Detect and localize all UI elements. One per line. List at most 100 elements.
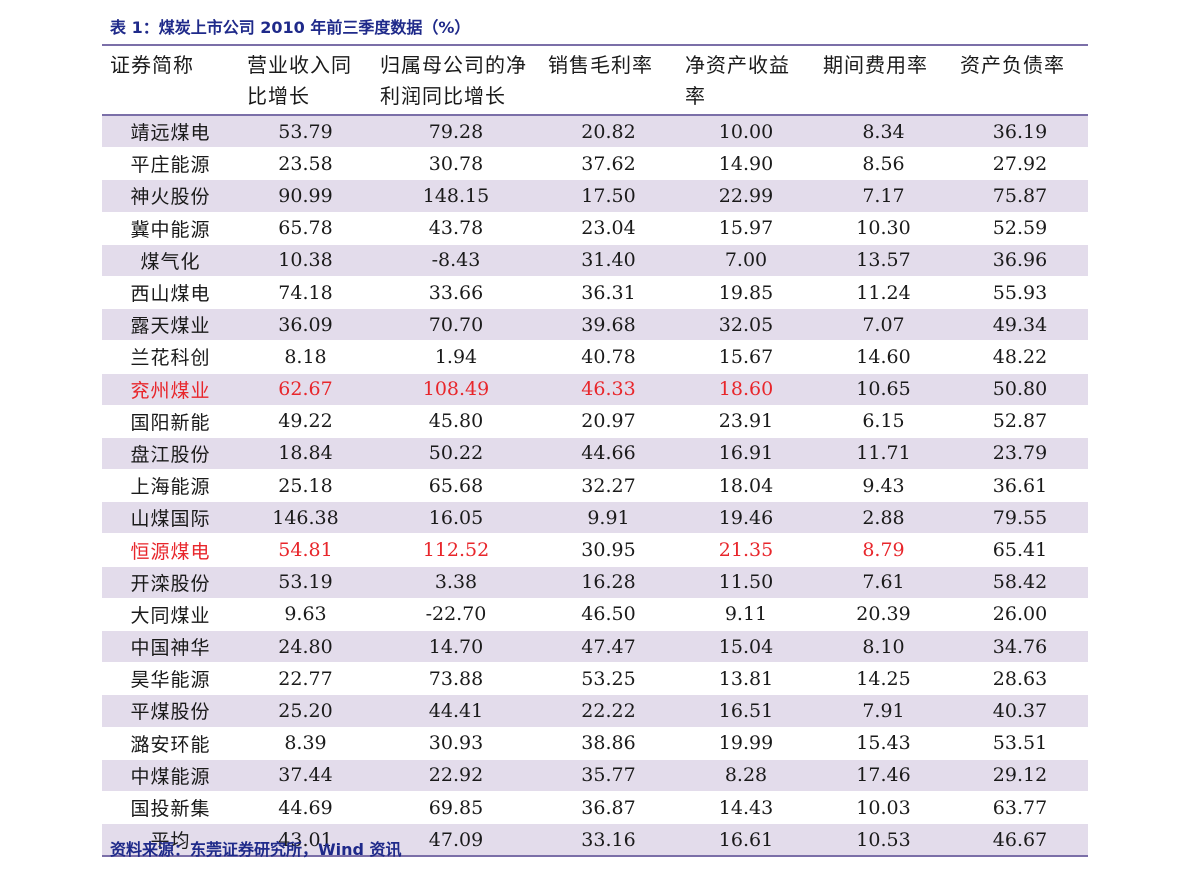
cell-roe: 11.50 [677,565,815,599]
header-expense-ratio: 期间费用率 [823,53,928,77]
cell-gross-margin: 16.28 [540,565,677,599]
cell-gross-margin: 46.33 [540,372,677,406]
cell-gross-margin: 47.47 [540,629,677,663]
header-debt-ratio: 资产负债率 [960,53,1065,77]
cell-debt-ratio: 58.42 [952,565,1088,599]
cell-expense-ratio: 7.61 [815,565,952,599]
cell-gross-margin: 22.22 [540,694,677,728]
cell-expense-ratio: 15.43 [815,726,952,760]
cell-net-profit-growth: 45.80 [372,404,540,438]
source-note: 资料来源：东莞证券研究所，Wind 资讯 [110,840,402,859]
cell-debt-ratio: 63.77 [952,790,1088,824]
cell-security-name: 中煤能源 [102,758,239,792]
cell-expense-ratio: 10.65 [815,372,952,406]
cell-gross-margin: 9.91 [540,501,677,534]
cell-debt-ratio: 26.00 [952,597,1088,631]
cell-net-profit-growth: 79.28 [372,114,540,148]
average-row: 平均 43.01 47.09 33.16 16.61 10.53 46.67 [102,823,1088,857]
cell-net-profit-growth: 108.49 [372,372,540,406]
cell-roe: 16.91 [677,436,815,470]
table-row: 兖州煤业 62.67 108.49 46.33 18.60 10.65 50.80 [102,372,1088,406]
table-row: 露天煤业 36.09 70.70 39.68 32.05 7.07 49.34 [102,308,1088,341]
cell-revenue-growth: 53.19 [239,565,372,599]
cell-debt-ratio: 28.63 [952,662,1088,695]
table-row: 潞安环能 8.39 30.93 38.86 19.99 15.43 53.51 [102,726,1088,760]
cell-debt-ratio: 23.79 [952,436,1088,470]
cell-net-profit-growth: 148.15 [372,179,540,213]
cell-security-name: 兖州煤业 [102,372,239,406]
cell-security-name: 山煤国际 [102,501,239,534]
table-header: 证券简称 营业收入同比增长 归属母公司的净利润同比增长 销售毛利率 净资产收益率… [102,45,1088,115]
cell-roe: 18.04 [677,469,815,502]
cell-net-profit-growth: 47.09 [372,823,540,857]
cell-gross-margin: 44.66 [540,436,677,470]
cell-debt-ratio: 79.55 [952,501,1088,534]
cell-expense-ratio: 8.56 [815,147,952,180]
cell-security-name: 昊华能源 [102,662,239,695]
cell-debt-ratio: 36.61 [952,469,1088,502]
table-row: 盘江股份 18.84 50.22 44.66 16.91 11.71 23.79 [102,436,1088,470]
cell-security-name: 潞安环能 [102,726,239,760]
table-row: 靖远煤电 53.79 79.28 20.82 10.00 8.34 36.19 [102,114,1088,148]
cell-gross-margin: 36.31 [540,275,677,309]
cell-security-name: 靖远煤电 [102,114,239,148]
cell-gross-margin: 31.40 [540,243,677,277]
cell-debt-ratio: 55.93 [952,275,1088,309]
cell-expense-ratio: 10.03 [815,790,952,824]
cell-revenue-growth: 22.77 [239,662,372,695]
cell-roe: 21.35 [677,533,815,567]
table-row: 煤气化 10.38 -8.43 31.40 7.00 13.57 36.96 [102,243,1088,277]
cell-expense-ratio: 9.43 [815,469,952,502]
cell-net-profit-growth: 30.93 [372,726,540,760]
cell-debt-ratio: 52.59 [952,211,1088,245]
cell-gross-margin: 23.04 [540,211,677,245]
cell-security-name: 开滦股份 [102,565,239,599]
cell-revenue-growth: 23.58 [239,147,372,180]
cell-roe: 7.00 [677,243,815,277]
cell-roe: 8.28 [677,758,815,792]
cell-debt-ratio: 36.96 [952,243,1088,277]
cell-roe: 10.00 [677,114,815,148]
cell-roe: 19.99 [677,726,815,760]
header-row: 证券简称 营业收入同比增长 归属母公司的净利润同比增长 销售毛利率 净资产收益率… [102,45,1088,115]
header-net-profit-growth: 归属母公司的净利润同比增长 [380,53,527,108]
cell-revenue-growth: 8.39 [239,726,372,760]
table-row: 开滦股份 53.19 3.38 16.28 11.50 7.61 58.42 [102,565,1088,599]
cell-expense-ratio: 13.57 [815,243,952,277]
cell-net-profit-growth: 33.66 [372,275,540,309]
cell-security-name: 大同煤业 [102,597,239,631]
cell-revenue-growth: 65.78 [239,211,372,245]
header-revenue-growth: 营业收入同比增长 [247,53,352,108]
header-security-name: 证券简称 [110,53,194,77]
cell-debt-ratio: 53.51 [952,726,1088,760]
cell-expense-ratio: 6.15 [815,404,952,438]
cell-roe: 32.05 [677,308,815,341]
cell-gross-margin: 46.50 [540,597,677,631]
cell-gross-margin: 36.87 [540,790,677,824]
cell-roe: 13.81 [677,662,815,695]
cell-expense-ratio: 7.17 [815,179,952,213]
cell-roe: 19.46 [677,501,815,534]
table-row: 中国神华 24.80 14.70 47.47 15.04 8.10 34.76 [102,629,1088,663]
cell-expense-ratio: 8.79 [815,533,952,567]
cell-gross-margin: 40.78 [540,340,677,373]
coal-companies-table: 证券简称 营业收入同比增长 归属母公司的净利润同比增长 销售毛利率 净资产收益率… [102,44,1088,857]
cell-net-profit-growth: 1.94 [372,340,540,373]
cell-security-name: 露天煤业 [102,308,239,341]
table-row: 昊华能源 22.77 73.88 53.25 13.81 14.25 28.63 [102,662,1088,695]
cell-roe: 18.60 [677,372,815,406]
cell-debt-ratio: 75.87 [952,179,1088,213]
cell-expense-ratio: 11.71 [815,436,952,470]
cell-net-profit-growth: 50.22 [372,436,540,470]
cell-security-name: 上海能源 [102,469,239,502]
cell-security-name: 冀中能源 [102,211,239,245]
cell-security-name: 平均 [102,823,239,857]
cell-net-profit-growth: 73.88 [372,662,540,695]
cell-roe: 14.90 [677,147,815,180]
cell-revenue-growth: 37.44 [239,758,372,792]
cell-net-profit-growth: 3.38 [372,565,540,599]
cell-gross-margin: 20.82 [540,114,677,148]
cell-debt-ratio: 48.22 [952,340,1088,373]
table-row: 山煤国际 146.38 16.05 9.91 19.46 2.88 79.55 [102,501,1088,534]
table-caption: 表 1：煤炭上市公司 2010 年前三季度数据（%） [110,18,471,37]
